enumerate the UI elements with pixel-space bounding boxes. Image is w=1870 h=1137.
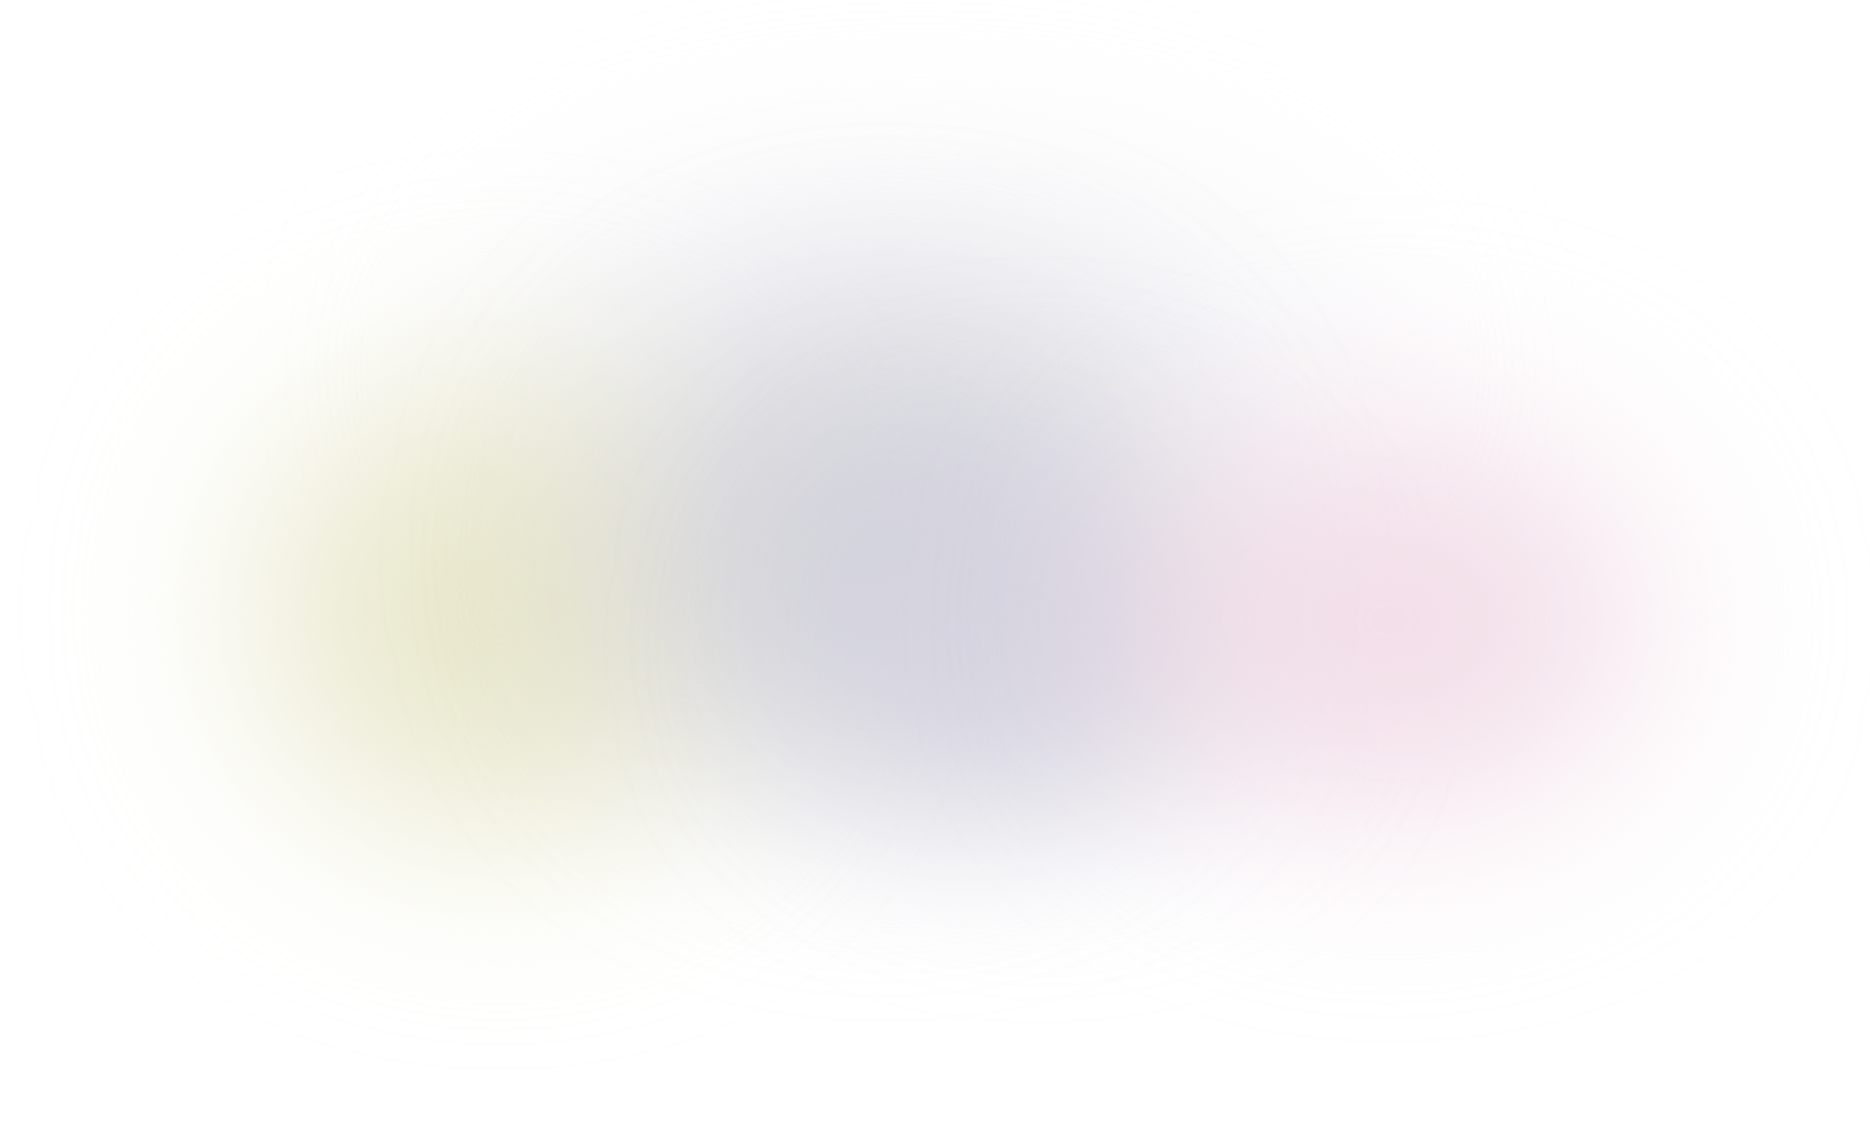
pink-blob <box>1080 380 1700 860</box>
